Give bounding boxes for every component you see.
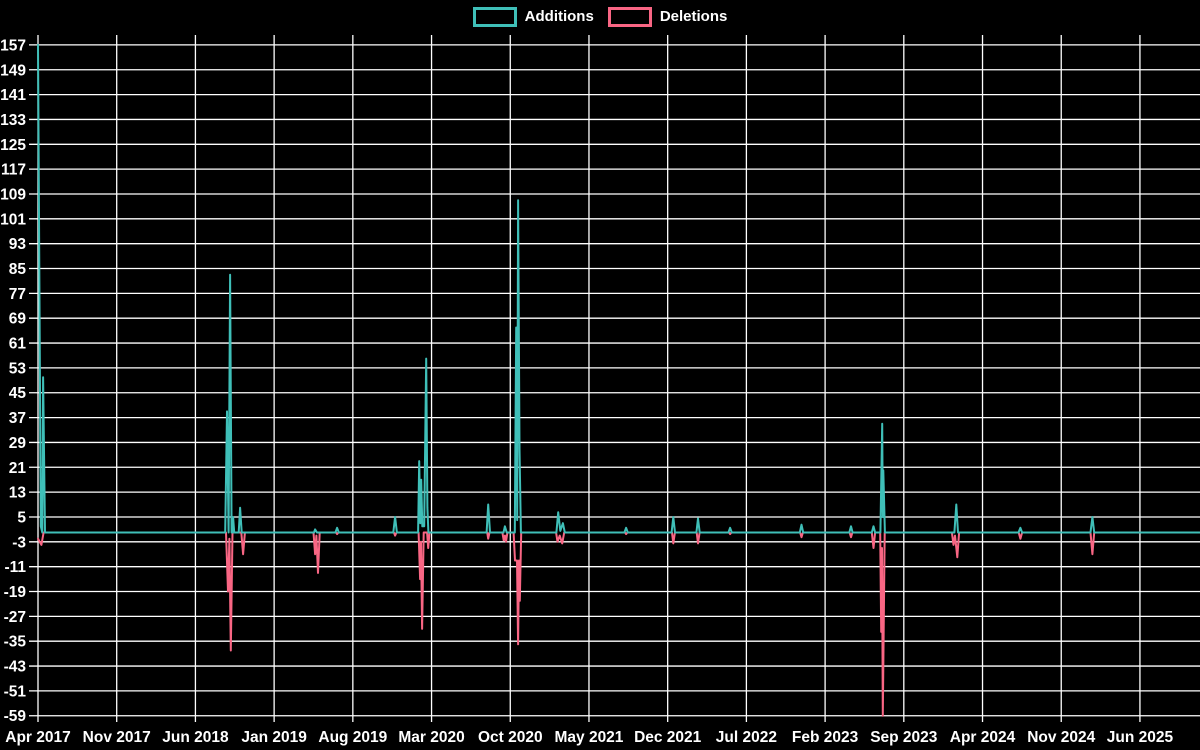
x-axis-tick-label: Jan 2019 xyxy=(241,729,307,746)
y-axis-tick-label: -19 xyxy=(4,584,27,601)
y-axis-tick-label: 77 xyxy=(9,286,26,303)
y-axis-tick-label: 157 xyxy=(0,37,26,54)
legend-item-deletions[interactable]: Deletions xyxy=(607,7,728,27)
y-axis-tick-label: 61 xyxy=(9,336,27,353)
legend-item-additions[interactable]: Additions xyxy=(472,7,594,27)
additions-swatch-icon xyxy=(472,7,517,27)
x-axis-tick-label: Jun 2018 xyxy=(162,729,229,746)
y-axis-tick-label: 141 xyxy=(0,87,26,104)
additions-line-series xyxy=(37,43,1200,534)
y-axis-tick-label: 21 xyxy=(9,460,27,477)
y-axis-tick-label: -59 xyxy=(4,708,27,725)
y-axis-tick-label: 117 xyxy=(1,162,26,179)
y-axis-tick-label: 53 xyxy=(9,360,27,377)
x-axis-tick-label: Aug 2019 xyxy=(318,729,387,746)
x-axis-tick-label: Dec 2021 xyxy=(634,729,702,746)
y-axis-tick-label: -11 xyxy=(4,559,26,576)
deletions-line-series xyxy=(37,531,1200,717)
y-axis-tick-label: -3 xyxy=(12,534,26,551)
y-axis-tick-label: 13 xyxy=(9,485,27,502)
y-axis-tick-label: -43 xyxy=(4,659,27,676)
y-axis-tick-label: 5 xyxy=(17,509,26,526)
y-axis-tick-label: 69 xyxy=(9,311,27,328)
x-axis-tick-label: Mar 2020 xyxy=(398,729,464,746)
y-axis-tick-label: -51 xyxy=(4,683,27,700)
y-axis-tick-label: 37 xyxy=(9,410,26,427)
x-axis-tick-label: Sep 2023 xyxy=(870,729,938,746)
legend-additions-label: Additions xyxy=(524,8,594,25)
x-axis-tick-label: Jun 2025 xyxy=(1107,729,1174,746)
y-axis-tick-label: 149 xyxy=(0,62,26,79)
x-axis-tick-label: Jul 2022 xyxy=(716,729,777,746)
x-axis-tick-label: Apr 2024 xyxy=(950,729,1016,746)
x-axis-tick-label: Oct 2020 xyxy=(478,729,543,746)
y-axis-tick-label: -27 xyxy=(4,609,26,626)
legend-deletions-label: Deletions xyxy=(659,8,728,25)
x-axis-tick-label: Feb 2023 xyxy=(792,729,859,746)
chart-legend: Additions Deletions xyxy=(0,7,1200,27)
y-axis-tick-label: 109 xyxy=(0,186,26,203)
y-axis-tick-label: 85 xyxy=(9,261,27,278)
x-axis-tick-label: Nov 2024 xyxy=(1027,729,1095,746)
y-axis-tick-label: 125 xyxy=(0,137,26,154)
y-axis-tick-label: 101 xyxy=(0,211,26,228)
y-axis-tick-label: 29 xyxy=(9,435,27,452)
y-axis-tick-label: 93 xyxy=(9,236,27,253)
x-axis-tick-label: Apr 2017 xyxy=(5,729,70,746)
y-axis-tick-label: 133 xyxy=(0,112,26,129)
y-axis-tick-label: -35 xyxy=(4,634,27,651)
x-axis-tick-label: Nov 2017 xyxy=(83,729,151,746)
deletions-swatch-icon xyxy=(607,7,652,27)
y-axis-tick-label: 45 xyxy=(9,385,27,402)
x-axis-tick-label: May 2021 xyxy=(554,729,623,746)
